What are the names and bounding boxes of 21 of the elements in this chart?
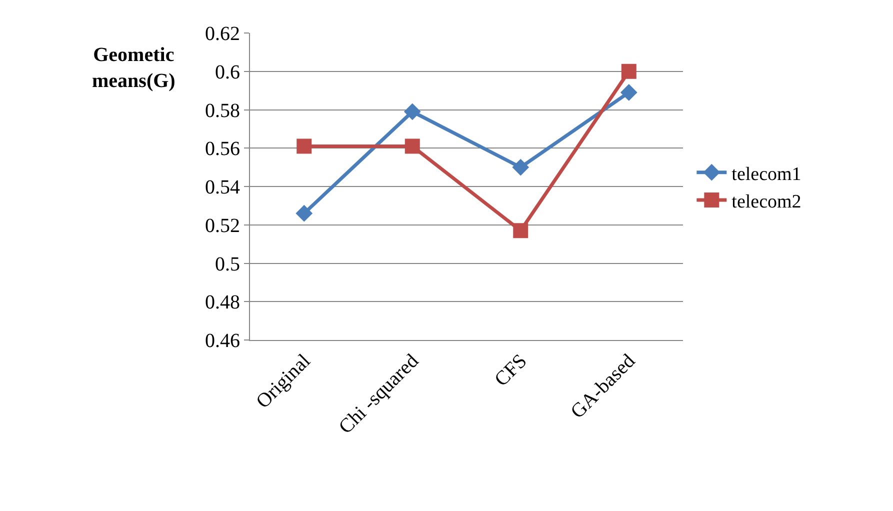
legend-label: telecom2 <box>732 191 802 212</box>
y-tick-label: 0.58 <box>205 100 240 122</box>
y-tick-label: 0.48 <box>205 292 240 314</box>
point <box>404 103 421 120</box>
y-tick-label: 0.52 <box>205 214 240 237</box>
point <box>621 64 636 79</box>
y-tick-label: 0.62 <box>205 23 240 45</box>
y-tick-label: 0.6 <box>215 61 240 84</box>
x-tick-label: CFS <box>490 350 532 391</box>
y-tick-label: 0.46 <box>205 330 240 352</box>
point <box>513 223 528 238</box>
point <box>296 138 312 154</box>
point <box>512 158 530 176</box>
legend-label: telecom1 <box>732 164 802 185</box>
y-tick-label: 0.5 <box>215 253 240 276</box>
point <box>296 204 313 222</box>
y-tick-label: 0.54 <box>205 176 240 198</box>
y-axis-title: Geometic means(G) <box>92 44 176 92</box>
y-tick-label: 0.56 <box>205 138 240 160</box>
point <box>404 138 420 154</box>
point <box>620 84 638 101</box>
